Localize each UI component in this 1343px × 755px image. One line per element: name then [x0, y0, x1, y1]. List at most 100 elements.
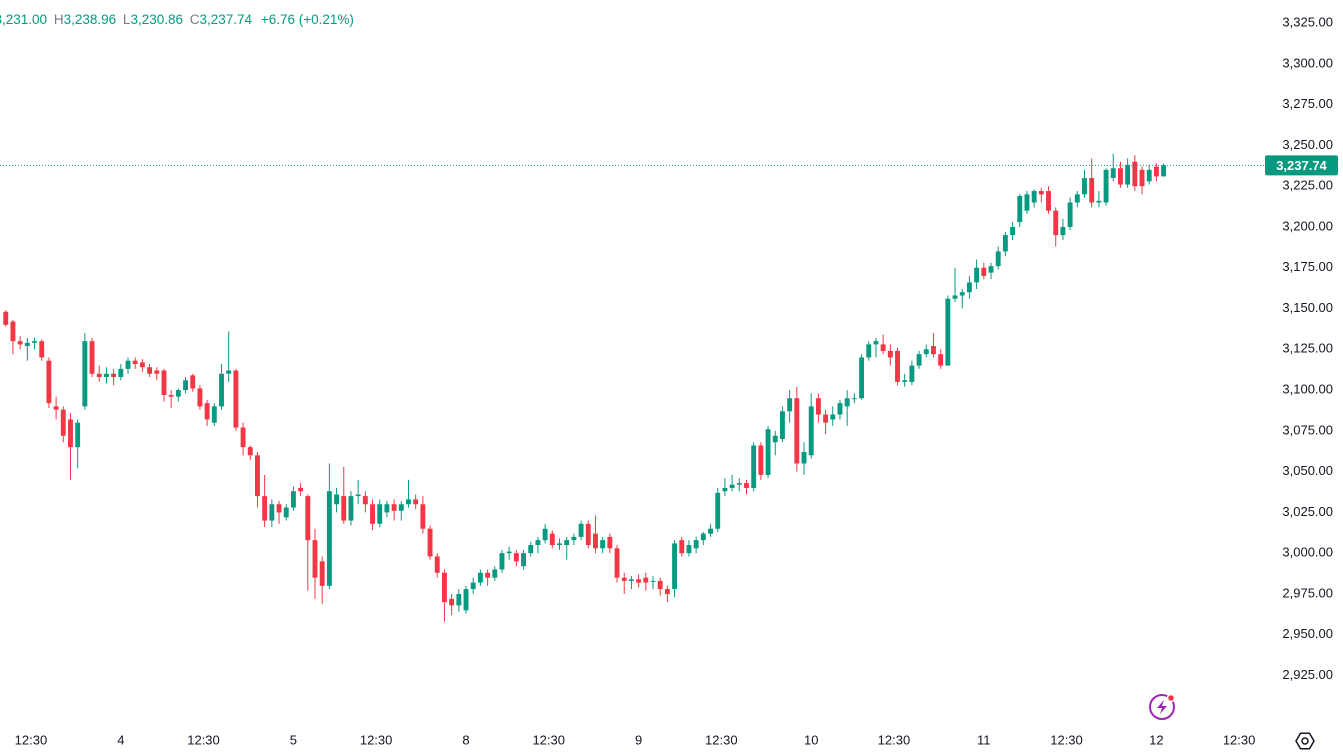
candle-body	[377, 504, 383, 524]
candle-body	[686, 545, 692, 554]
settings-icon[interactable]	[1295, 732, 1315, 750]
candle-body	[600, 540, 606, 549]
candle-body	[463, 589, 469, 611]
candle-body	[614, 548, 620, 578]
candle-body	[643, 577, 649, 583]
candle-body	[39, 341, 45, 358]
candle-body	[175, 390, 181, 397]
x-tick-label: 12:30	[187, 732, 220, 747]
x-tick-label: 5	[290, 732, 297, 747]
candle-body	[60, 409, 66, 436]
candle-body	[1153, 166, 1159, 177]
candle-body	[557, 543, 562, 546]
candle-body	[147, 367, 153, 374]
candle-body	[125, 360, 131, 369]
candle-body	[974, 267, 980, 283]
y-tick-label: 3,275.00	[1282, 96, 1333, 111]
candle-body	[708, 528, 713, 534]
candle-body	[46, 360, 52, 404]
candle-body	[758, 445, 764, 475]
candle-body	[1046, 191, 1051, 211]
candle-body	[355, 494, 361, 497]
y-tick-label: 3,250.00	[1282, 137, 1333, 152]
plot-area: 2,925.00 2,950.00 2,975.00 3,000.00 3,025.00…	[0, 14, 1338, 747]
candle-body	[75, 422, 81, 448]
candle-body	[542, 528, 548, 541]
candle-body	[966, 282, 972, 293]
candle-body	[434, 556, 440, 573]
candle-body	[226, 370, 232, 374]
candle-body	[312, 540, 318, 578]
candle-body	[139, 362, 145, 368]
icon-bolt	[1157, 700, 1167, 714]
candle-body	[729, 484, 735, 488]
icon-ring	[1149, 694, 1175, 720]
candle-body	[456, 593, 462, 606]
y-tick-label: 3,225.00	[1282, 178, 1333, 193]
candle-body	[578, 523, 584, 537]
high-value: 3,238.96	[64, 12, 117, 27]
candle-body	[10, 321, 16, 342]
candle-body	[485, 572, 491, 578]
candle-body	[1082, 178, 1087, 195]
candle-body	[96, 373, 102, 378]
candle-body	[693, 540, 699, 549]
candle-body	[959, 292, 965, 296]
candle-body	[794, 398, 800, 464]
candle-body	[1024, 194, 1030, 211]
candle-body	[895, 350, 900, 382]
icon-dot	[1166, 693, 1176, 703]
candle-body	[736, 483, 742, 485]
candle-body	[1067, 202, 1073, 227]
candle-body	[564, 540, 570, 546]
candle-body	[1053, 210, 1059, 236]
candle-body	[190, 375, 196, 389]
candle-body	[851, 398, 857, 400]
y-tick-label: 3,175.00	[1282, 259, 1333, 274]
candle-body	[283, 507, 289, 518]
lightning-icon[interactable]	[1149, 693, 1176, 720]
ohlc-header: O3,231.00 H3,238.96 L3,230.86 C3,237.74 …	[0, 12, 354, 27]
candle-body	[326, 491, 332, 586]
candle-body	[384, 504, 390, 513]
candle-body	[305, 496, 311, 541]
candle-body	[513, 553, 519, 562]
candle-body	[168, 394, 174, 397]
candle-body	[406, 499, 411, 505]
x-tick-label: 12:30	[360, 732, 393, 747]
candle-body	[650, 580, 656, 582]
candle-body	[1038, 191, 1044, 195]
candle-body	[204, 403, 210, 420]
candle-body	[1146, 169, 1152, 182]
candle-body	[211, 406, 217, 423]
candle-body	[420, 504, 426, 529]
candle-body	[17, 341, 23, 345]
x-tick-label: 12:30	[15, 732, 48, 747]
candle-body	[952, 295, 958, 299]
candle-body	[1060, 226, 1066, 236]
candle-body	[255, 455, 260, 497]
candle-body	[873, 341, 879, 345]
candle-body	[751, 445, 757, 488]
candle-body	[880, 344, 886, 351]
candle-body	[1132, 161, 1138, 187]
candle-body	[859, 357, 864, 399]
candle-body	[348, 496, 354, 521]
candle-body	[103, 373, 109, 378]
candle-body	[319, 561, 325, 586]
candle-body	[981, 267, 987, 276]
y-tick-label: 3,075.00	[1282, 422, 1333, 437]
candle-body	[1125, 164, 1131, 185]
candle-body	[68, 419, 73, 448]
candle-body	[628, 579, 634, 581]
x-tick-label: 8	[462, 732, 469, 747]
last-price-label: 3,237.74	[1276, 158, 1327, 173]
candle-body	[132, 360, 138, 364]
candle-body	[1096, 200, 1102, 203]
y-tick-label: 3,200.00	[1282, 218, 1333, 233]
candle-body	[161, 370, 167, 395]
y-tick-label: 3,025.00	[1282, 504, 1333, 519]
candle-body	[240, 427, 246, 448]
candle-body	[477, 572, 483, 583]
candle-body	[823, 414, 829, 423]
